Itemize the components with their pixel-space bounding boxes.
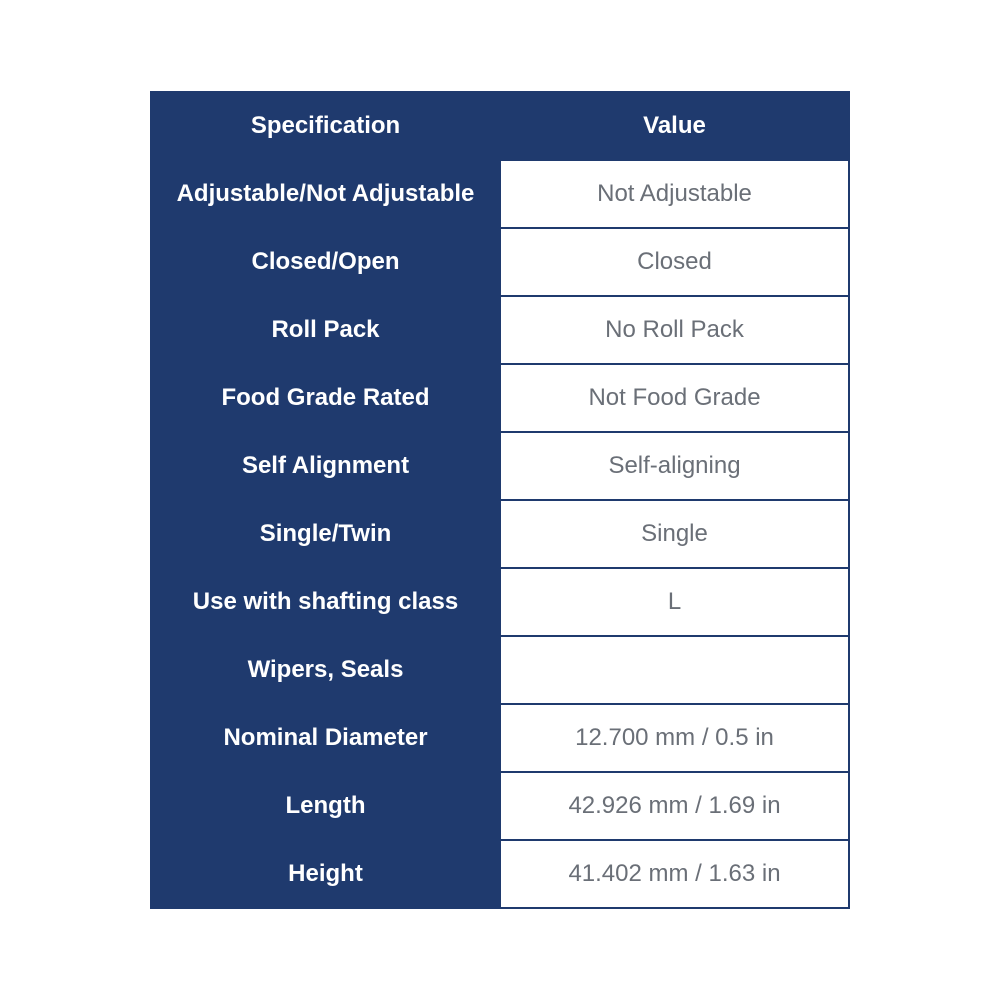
value-cell: Self-aligning [500,432,849,500]
value-cell: 12.700 mm / 0.5 in [500,704,849,772]
spec-cell: Nominal Diameter [151,704,500,772]
spec-cell: Use with shafting class [151,568,500,636]
table-row: Height 41.402 mm / 1.63 in [151,840,849,908]
spec-table: Specification Value Adjustable/Not Adjus… [150,91,850,909]
table-row: Length 42.926 mm / 1.69 in [151,772,849,840]
col-header-spec: Specification [151,92,500,160]
spec-cell: Wipers, Seals [151,636,500,704]
value-cell: 42.926 mm / 1.69 in [500,772,849,840]
table-row: Use with shafting class L [151,568,849,636]
spec-cell: Food Grade Rated [151,364,500,432]
table-header-row: Specification Value [151,92,849,160]
table-row: Food Grade Rated Not Food Grade [151,364,849,432]
table-row: Single/Twin Single [151,500,849,568]
table-row: Roll Pack No Roll Pack [151,296,849,364]
table-row: Adjustable/Not Adjustable Not Adjustable [151,160,849,228]
spec-cell: Closed/Open [151,228,500,296]
value-cell: Single [500,500,849,568]
value-cell: 41.402 mm / 1.63 in [500,840,849,908]
table-row: Nominal Diameter 12.700 mm / 0.5 in [151,704,849,772]
value-cell: Not Food Grade [500,364,849,432]
spec-cell: Self Alignment [151,432,500,500]
spec-cell: Adjustable/Not Adjustable [151,160,500,228]
col-header-value: Value [500,92,849,160]
value-cell: No Roll Pack [500,296,849,364]
value-cell: L [500,568,849,636]
spec-cell: Single/Twin [151,500,500,568]
spec-cell: Height [151,840,500,908]
table-row: Wipers, Seals [151,636,849,704]
spec-table-container: Specification Value Adjustable/Not Adjus… [150,91,850,909]
table-row: Self Alignment Self-aligning [151,432,849,500]
value-cell: Closed [500,228,849,296]
table-body: Adjustable/Not Adjustable Not Adjustable… [151,160,849,908]
value-cell: Not Adjustable [500,160,849,228]
spec-cell: Length [151,772,500,840]
spec-cell: Roll Pack [151,296,500,364]
table-row: Closed/Open Closed [151,228,849,296]
value-cell [500,636,849,704]
